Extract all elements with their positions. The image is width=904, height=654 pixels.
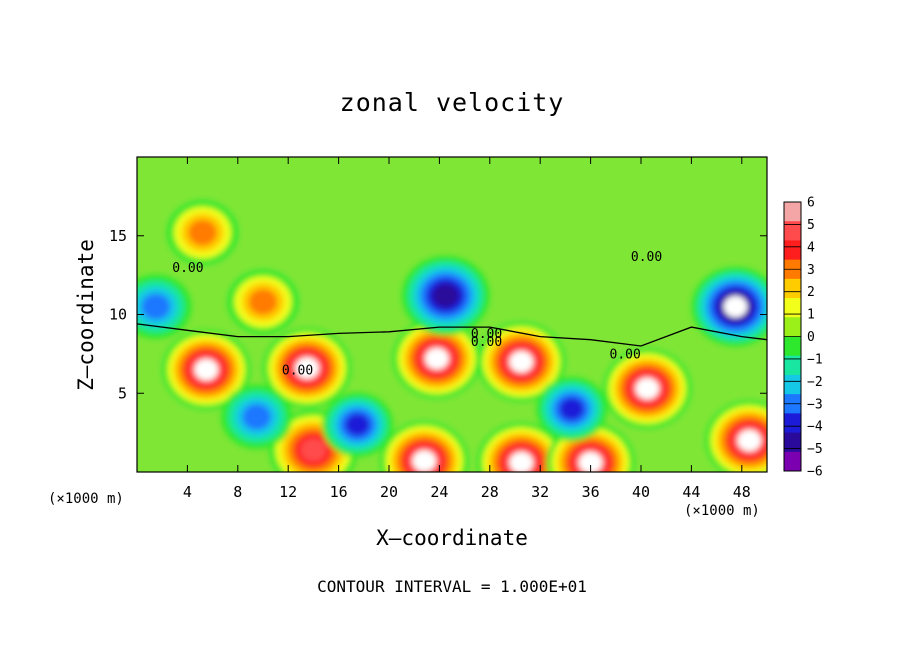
maximum-4-level-6 <box>635 377 660 400</box>
colorbar-swatch <box>784 240 801 261</box>
colorbar-tick-label: −1 <box>807 352 823 367</box>
colorbar-swatch <box>784 336 801 357</box>
colorbar-swatch <box>784 432 801 453</box>
heatmap-field: 0.000.000.000.000.000.00 <box>137 157 767 472</box>
colorbar-tick-label: 6 <box>807 196 815 211</box>
colorbar-swatch <box>784 298 801 318</box>
x-tick-label: 20 <box>380 483 398 501</box>
x-units-right: (×1000 m) <box>684 503 760 519</box>
colorbar-swatch <box>784 355 801 376</box>
colorbar-tick-label: −3 <box>807 397 823 412</box>
maximum-0-level-6 <box>194 358 219 381</box>
maximum-11-level-3 <box>248 289 278 315</box>
colorbar: 6 5 4 3 2 1 0 −1 −2 −3 −4 −5 −6 <box>783 196 823 480</box>
colorbar-tick-label: 0 <box>807 330 815 345</box>
maximum-5-level-6 <box>737 429 762 452</box>
minimum-17-level-3 <box>141 293 171 320</box>
colorbar-swatch <box>784 221 801 241</box>
colorbar-swatch <box>784 451 801 472</box>
maximum-2-level-6 <box>425 347 449 370</box>
contour-label: 0.00 <box>631 250 662 265</box>
colorbar-tick-label: 1 <box>807 308 815 323</box>
x-tick-label: 8 <box>233 483 242 501</box>
x-tick-label: 28 <box>481 483 499 501</box>
minimum-12-level-5 <box>432 283 459 308</box>
colorbar-tick-label: 5 <box>807 218 815 233</box>
x-tick-label: 12 <box>279 483 297 501</box>
minimum-15-level-4 <box>345 413 370 436</box>
x-tick-label: 4 <box>183 483 192 501</box>
x-tick-label: 24 <box>430 483 448 501</box>
x-tick-label: 48 <box>733 483 751 501</box>
colorbar-swatch <box>784 278 801 299</box>
zero-contour <box>137 323 767 347</box>
colorbar-swatch <box>784 413 801 434</box>
chart-title: zonal velocity <box>339 88 565 117</box>
colorbar-tick-label: −5 <box>807 442 823 457</box>
colorbar-swatch <box>784 374 801 395</box>
colorbar-tick-label: 4 <box>807 240 815 255</box>
maximum-10-level-3 <box>188 219 217 246</box>
contour-label: 0.00 <box>172 261 203 276</box>
minimum-13-level-6 <box>723 295 748 318</box>
contour-label: 0.00 <box>471 327 502 342</box>
colorbar-swatch <box>784 317 801 337</box>
contour-label: 0.00 <box>471 335 502 350</box>
maximum-9-level-5 <box>300 438 327 462</box>
contour-label: 0.00 <box>610 348 641 363</box>
minimum-14-level-4 <box>559 397 585 421</box>
y-tick-label: 5 <box>118 384 127 402</box>
x-tick-label: 16 <box>330 483 348 501</box>
maximum-7-level-6 <box>509 451 534 472</box>
x-units-left: (×1000 m) <box>48 491 124 507</box>
maximum-8-level-6 <box>578 451 603 472</box>
x-tick-label: 44 <box>682 483 700 501</box>
maximum-6-level-6 <box>412 450 437 472</box>
minimum-16-level-3 <box>242 404 271 430</box>
x-tick-label: 36 <box>582 483 600 501</box>
x-axis-label: X–coordinate <box>376 526 528 550</box>
colorbar-swatch <box>784 202 801 222</box>
field-blobs <box>137 200 767 472</box>
y-tick-label: 10 <box>109 306 127 324</box>
contour-interval-note: CONTOUR INTERVAL = 1.000E+01 <box>317 577 587 596</box>
colorbar-tick-label: −6 <box>807 465 823 480</box>
colorbar-tick-label: 3 <box>807 263 815 278</box>
y-tick-label: 15 <box>109 227 127 245</box>
contour-label: 0.00 <box>282 363 313 378</box>
x-tick-label: 32 <box>531 483 549 501</box>
x-tick-label: 40 <box>632 483 650 501</box>
colorbar-tick-label: −4 <box>807 420 823 435</box>
colorbar-tick-label: −2 <box>807 375 823 390</box>
maximum-1-level-6 <box>295 357 319 379</box>
maximum-3-level-6 <box>509 351 534 373</box>
colorbar-tick-label: 2 <box>807 285 815 300</box>
